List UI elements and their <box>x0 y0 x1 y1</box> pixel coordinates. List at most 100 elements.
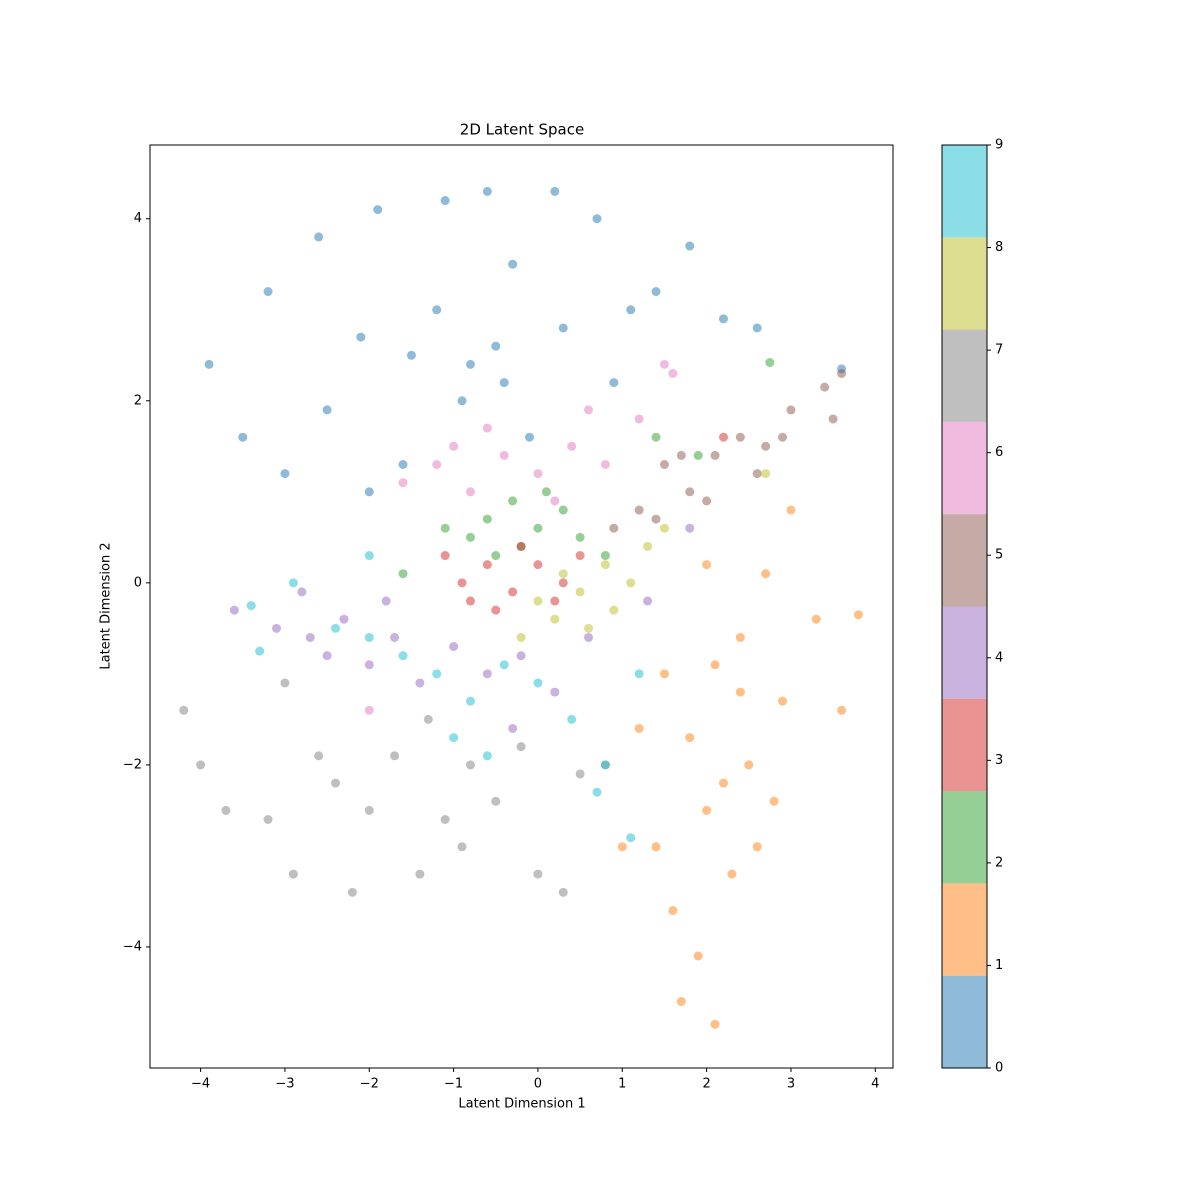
point <box>575 532 585 542</box>
point <box>432 669 442 679</box>
point <box>491 551 501 561</box>
point <box>508 496 518 506</box>
point <box>541 487 551 497</box>
point <box>575 587 585 597</box>
x-tick-label: 2 <box>702 1077 710 1092</box>
x-tick-label: −4 <box>191 1077 210 1092</box>
colorbar-band <box>942 791 987 884</box>
point <box>668 906 678 916</box>
point <box>533 869 543 879</box>
colorbar-tick-label: 4 <box>995 650 1003 665</box>
x-tick-label: −3 <box>275 1077 294 1092</box>
point <box>398 478 408 488</box>
point <box>693 951 703 961</box>
point <box>508 723 518 733</box>
colorbar-band <box>942 421 987 515</box>
point <box>465 596 475 606</box>
point <box>314 232 324 242</box>
point <box>280 469 290 479</box>
colorbar-tick-label: 8 <box>995 240 1003 255</box>
colorbar-tick-label: 0 <box>995 1061 1003 1076</box>
point <box>457 396 467 406</box>
point <box>828 414 838 424</box>
point <box>752 842 762 852</box>
point <box>288 578 298 588</box>
point <box>331 778 341 788</box>
point <box>634 414 644 424</box>
point <box>609 378 619 388</box>
point <box>398 569 408 579</box>
point <box>491 605 501 615</box>
x-tick-label: −1 <box>444 1077 463 1092</box>
point <box>364 660 374 670</box>
point <box>432 460 442 469</box>
point <box>575 551 585 561</box>
point <box>735 432 745 442</box>
x-tick-label: 3 <box>787 1077 795 1092</box>
point <box>558 887 568 897</box>
point <box>617 842 627 852</box>
point <box>710 450 720 460</box>
point <box>440 815 450 824</box>
point <box>482 751 492 761</box>
point <box>837 705 847 715</box>
point <box>718 432 728 442</box>
point <box>415 678 425 688</box>
point <box>685 241 695 251</box>
point <box>820 382 830 392</box>
point <box>457 578 467 588</box>
point <box>600 560 610 570</box>
colorbar-tick-label: 6 <box>995 445 1003 460</box>
y-axis-label: Latent Dimension 2 <box>99 542 114 669</box>
point <box>685 487 695 497</box>
point <box>634 723 644 733</box>
colorbar-band <box>942 698 987 792</box>
point <box>229 605 239 615</box>
point <box>744 760 754 770</box>
point <box>765 358 775 368</box>
point <box>221 805 231 815</box>
point <box>246 601 256 611</box>
point <box>406 350 416 360</box>
colorbar-band <box>942 606 987 699</box>
point <box>432 305 442 315</box>
point <box>331 623 341 633</box>
colorbar-band <box>942 329 987 422</box>
y-tick-label: 2 <box>134 393 142 408</box>
point <box>322 405 332 415</box>
point <box>558 578 568 588</box>
colorbar-band <box>942 145 987 238</box>
point <box>204 359 214 369</box>
colorbar-tick-label: 2 <box>995 855 1003 870</box>
point <box>491 796 501 806</box>
point <box>516 632 526 642</box>
point <box>575 769 585 779</box>
point <box>609 523 619 533</box>
point <box>778 696 788 706</box>
point <box>676 450 686 460</box>
colorbar-frame <box>941 144 988 1069</box>
point <box>550 687 560 697</box>
point <box>533 596 543 606</box>
point <box>592 787 602 797</box>
point <box>440 196 450 206</box>
point <box>811 614 821 624</box>
colorbar-tick-label: 9 <box>995 138 1003 153</box>
point <box>533 678 543 688</box>
point <box>423 714 433 724</box>
point <box>516 742 526 752</box>
point <box>685 733 695 743</box>
point <box>718 314 728 324</box>
point <box>381 596 391 606</box>
point <box>769 796 779 806</box>
point <box>364 487 374 497</box>
point <box>499 378 509 388</box>
point <box>364 551 374 561</box>
colorbar-band <box>942 514 987 607</box>
x-axis-label: Latent Dimension 1 <box>458 1097 585 1112</box>
point <box>837 368 847 378</box>
point <box>255 646 265 656</box>
point <box>516 651 526 661</box>
point <box>651 432 661 442</box>
point <box>525 432 535 442</box>
